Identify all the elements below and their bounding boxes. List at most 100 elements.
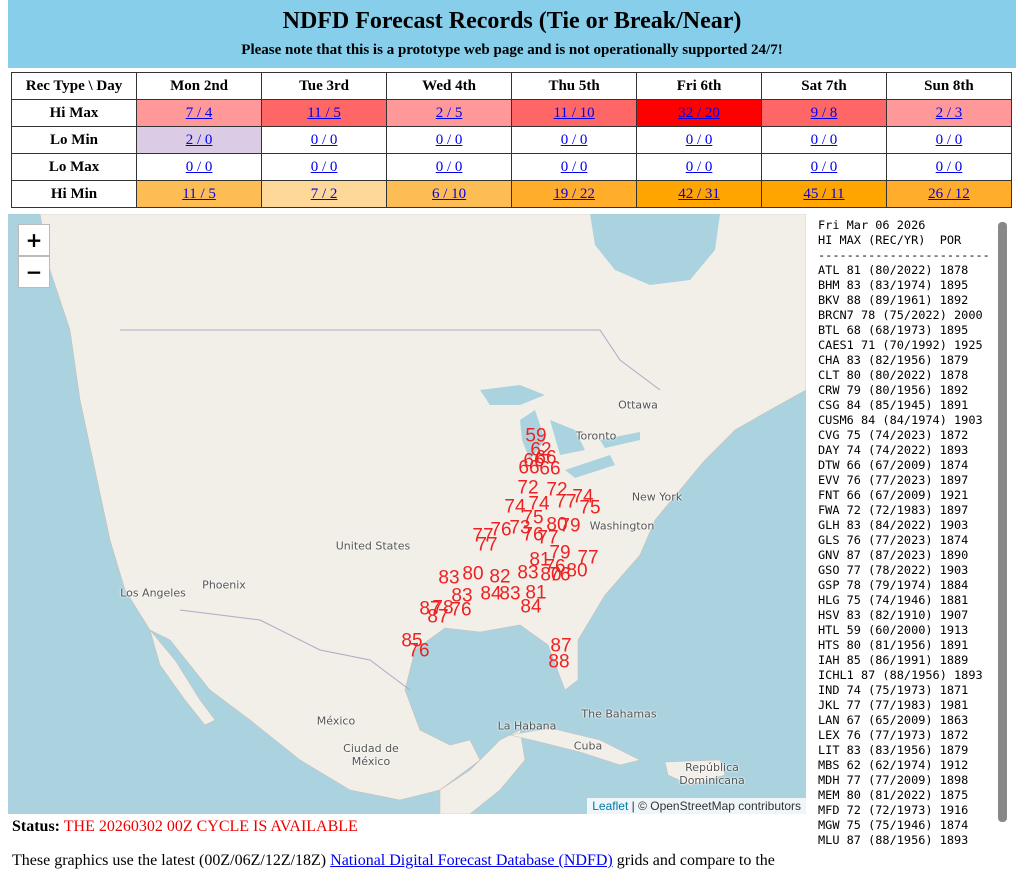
record-marker[interactable]: 77 — [472, 525, 494, 547]
record-line: EVV 76 (77/2023) 1897 — [818, 473, 969, 487]
record-link[interactable]: 9 / 8 — [810, 104, 838, 121]
record-line: CHA 83 (82/1956) 1879 — [818, 353, 969, 367]
record-marker[interactable]: 66 — [539, 458, 561, 480]
zoom-out[interactable]: − — [18, 256, 50, 288]
scrollbar[interactable] — [998, 222, 1007, 822]
record-marker[interactable]: 76 — [544, 556, 566, 578]
record-link[interactable]: 19 / 22 — [553, 185, 595, 202]
record-marker[interactable]: 74 — [528, 493, 550, 515]
record-marker[interactable]: 76 — [408, 640, 430, 662]
column-header: Sun 8th — [885, 72, 1013, 100]
record-link[interactable]: 26 / 12 — [928, 185, 970, 202]
record-line: CLT 80 (80/2022) 1878 — [818, 368, 969, 382]
record-marker[interactable]: 88 — [548, 651, 570, 673]
record-marker[interactable]: 87 — [419, 598, 441, 620]
record-marker[interactable]: 66 — [535, 447, 557, 469]
record-cell: 0 / 0 — [885, 153, 1013, 181]
record-marker[interactable]: 72 — [546, 479, 568, 501]
record-link[interactable]: 0 / 0 — [560, 131, 588, 148]
record-link[interactable]: 0 / 0 — [435, 131, 463, 148]
record-marker[interactable]: 76 — [450, 599, 472, 621]
record-marker[interactable]: 80 — [540, 564, 562, 586]
record-marker[interactable]: 84 — [480, 583, 502, 605]
record-link[interactable]: 0 / 0 — [310, 131, 338, 148]
record-link[interactable]: 0 / 0 — [685, 131, 713, 148]
record-link[interactable]: 2 / 3 — [935, 104, 963, 121]
record-marker[interactable]: 80 — [462, 563, 484, 585]
column-header: Sat 7th — [761, 72, 887, 100]
record-link[interactable]: 0 / 0 — [935, 131, 963, 148]
record-marker[interactable]: 62 — [530, 439, 552, 461]
record-marker[interactable]: 83 — [499, 583, 521, 605]
record-link[interactable]: 0 / 0 — [935, 158, 963, 175]
map[interactable]: + − Ottawa Toronto New York Washington Unite… — [8, 214, 806, 814]
record-link[interactable]: 0 / 0 — [810, 131, 838, 148]
ndfd-link[interactable]: National Digital Forecast Database (NDFD… — [330, 852, 613, 869]
record-link[interactable]: 0 / 0 — [560, 158, 588, 175]
record-marker[interactable]: 84 — [520, 596, 542, 618]
record-marker[interactable]: 76 — [490, 519, 512, 541]
record-marker[interactable]: 78 — [432, 597, 454, 619]
record-link[interactable]: 6 / 10 — [431, 185, 467, 202]
record-link[interactable]: 0 / 0 — [810, 158, 838, 175]
zoom-in[interactable]: + — [18, 224, 50, 256]
record-marker[interactable]: 81 — [529, 549, 551, 571]
record-line: BTL 68 (68/1973) 1895 — [818, 323, 969, 337]
record-marker[interactable]: 79 — [559, 515, 581, 537]
record-marker[interactable]: 75 — [522, 507, 544, 529]
record-marker[interactable]: 72 — [517, 477, 539, 499]
record-marker[interactable]: 87 — [427, 606, 449, 628]
place-label: México — [316, 714, 356, 728]
record-link[interactable]: 0 / 0 — [185, 158, 213, 175]
record-marker[interactable]: 83 — [451, 585, 473, 607]
record-marker[interactable]: 77 — [476, 534, 498, 556]
record-marker[interactable]: 76 — [549, 564, 571, 586]
record-marker[interactable]: 76 — [522, 524, 544, 546]
record-link[interactable]: 0 / 0 — [685, 158, 713, 175]
record-line: Fri Mar 06 2026 — [818, 218, 926, 232]
record-marker[interactable]: 83 — [438, 567, 460, 589]
place-label: La Habana — [497, 719, 557, 733]
record-row: Hi Max 7 / 4 11 / 5 2 / 5 11 / 10 32 / 20 9 / … — [10, 99, 1013, 127]
record-marker[interactable]: 85 — [401, 630, 423, 652]
record-marker[interactable]: 87 — [550, 635, 572, 657]
record-link[interactable]: 11 / 5 — [307, 104, 341, 121]
record-marker[interactable]: 82 — [489, 566, 511, 588]
record-marker[interactable]: 77 — [555, 491, 577, 513]
record-marker[interactable]: 74 — [504, 496, 526, 518]
record-link[interactable]: 7 / 4 — [185, 104, 213, 121]
record-link[interactable]: 32 / 20 — [678, 104, 720, 121]
record-line: GSP 78 (79/1974) 1884 — [818, 578, 969, 592]
record-marker[interactable]: 59 — [525, 425, 547, 447]
record-marker[interactable]: 79 — [549, 542, 571, 564]
record-marker[interactable]: 77 — [537, 527, 559, 549]
leaflet-link[interactable]: Leaflet — [592, 799, 629, 813]
record-link[interactable]: 11 / 10 — [553, 104, 595, 121]
record-line: HTS 80 (81/1956) 1891 — [818, 638, 969, 652]
record-link[interactable]: 11 / 5 — [182, 185, 216, 202]
record-link[interactable]: 45 / 11 — [803, 185, 845, 202]
record-link[interactable]: 7 / 2 — [310, 185, 338, 202]
record-marker[interactable]: 73 — [509, 517, 531, 539]
row-label: Hi Min — [10, 180, 138, 208]
record-marker[interactable]: 83 — [517, 562, 539, 584]
record-link[interactable]: 2 / 0 — [185, 131, 213, 148]
record-link[interactable]: 0 / 0 — [310, 158, 338, 175]
record-marker[interactable]: 74 — [572, 486, 594, 508]
record-marker[interactable]: 75 — [579, 497, 601, 519]
record-marker[interactable]: 66 — [518, 457, 540, 479]
record-link[interactable]: 42 / 31 — [678, 185, 720, 202]
record-marker[interactable]: 80 — [546, 514, 568, 536]
record-link[interactable]: 0 / 0 — [435, 158, 463, 175]
borders — [120, 329, 661, 691]
record-marker[interactable]: 77 — [577, 547, 599, 569]
record-link[interactable]: 2 / 5 — [435, 104, 463, 121]
status: Status: THE 20260302 00Z CYCLE IS AVAILA… — [12, 818, 358, 836]
record-marker[interactable]: 80 — [566, 560, 588, 582]
place-label: Cuba — [573, 739, 603, 753]
record-marker[interactable]: 66 — [523, 450, 545, 472]
record-marker[interactable]: 81 — [525, 582, 547, 604]
records-table: Rec Type \ Day Mon 2nd Tue 3rd Wed 4th Thu 5… — [10, 72, 1013, 208]
record-line: CAES1 71 (70/1992) 1925 — [818, 338, 983, 352]
record-cell: 0 / 0 — [386, 126, 513, 154]
